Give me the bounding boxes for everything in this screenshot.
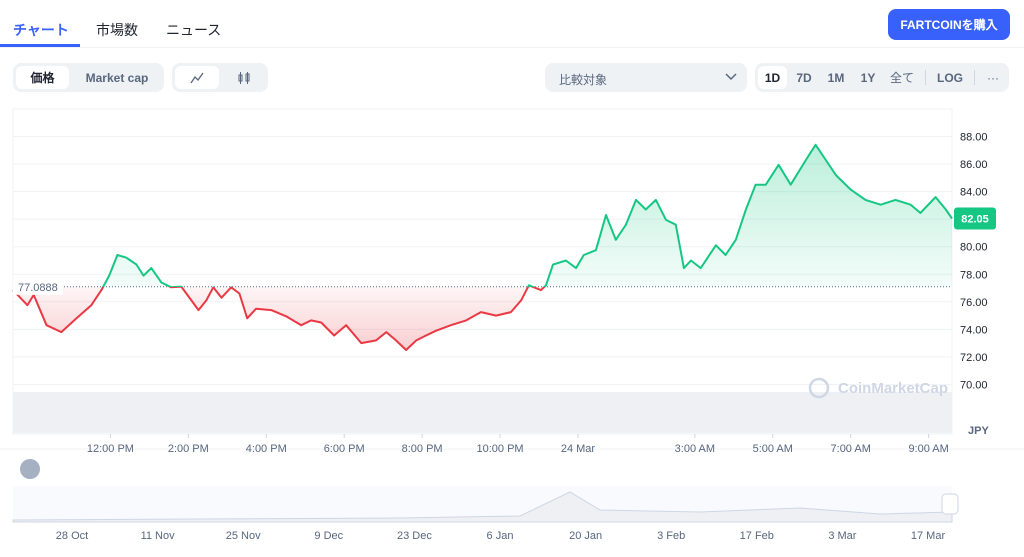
current-price-label: 82.05 bbox=[961, 213, 989, 225]
log-button[interactable]: LOG bbox=[937, 70, 963, 85]
divider bbox=[974, 70, 975, 85]
toggle-group: 価格 Market cap bbox=[13, 63, 164, 92]
tab[interactable]: チャート bbox=[13, 22, 69, 38]
current-price-tag bbox=[954, 207, 996, 230]
navigator-handle[interactable] bbox=[941, 493, 959, 515]
navigator-label: 3 Feb bbox=[657, 530, 685, 542]
x-tick-label: 12:00 PM bbox=[87, 443, 134, 455]
navigator-label: 23 Dec bbox=[397, 530, 432, 542]
y-tick-label: 70.00 bbox=[960, 379, 988, 391]
range-button[interactable]: 7D bbox=[796, 70, 812, 85]
more-button[interactable]: ··· bbox=[987, 70, 999, 85]
watermark: CoinMarketCap bbox=[838, 380, 948, 397]
x-tick-label: 7:00 AM bbox=[831, 443, 871, 455]
watermark-logo bbox=[808, 377, 830, 399]
tab-bar: チャート 市場数 ニュース FARTCOINを購入 bbox=[0, 0, 1024, 48]
y-tick-label: 80.00 bbox=[960, 242, 988, 254]
navigator-label: 25 Nov bbox=[226, 530, 261, 542]
x-tick-label: 9:00 AM bbox=[908, 443, 948, 455]
navigator-label: 11 Nov bbox=[141, 530, 176, 542]
toggle-price[interactable]: 価格 bbox=[16, 66, 69, 89]
line-icon[interactable] bbox=[175, 66, 219, 89]
range-group: 1D 7D 1M 1Y 全て LOG ··· bbox=[755, 63, 1009, 92]
navigator-label: 17 Feb bbox=[740, 530, 774, 542]
buy-button[interactable]: FARTCOINを購入 bbox=[888, 9, 1010, 40]
price-line bbox=[12, 143, 953, 351]
candle-icon[interactable] bbox=[222, 66, 266, 89]
range-button[interactable]: 全て bbox=[889, 71, 914, 85]
compare-select[interactable]: 比較対象 bbox=[545, 63, 747, 92]
range-button[interactable]: 1D bbox=[758, 66, 787, 89]
x-tick-label: 5:00 AM bbox=[753, 443, 793, 455]
range-button[interactable]: 1Y bbox=[860, 70, 876, 85]
icon bbox=[190, 72, 204, 83]
toggle-market-cap[interactable]: Market cap bbox=[85, 70, 149, 85]
navigator-label: 3 Mar bbox=[828, 530, 856, 542]
baseline-label: 77.0888 bbox=[18, 282, 58, 294]
x-tick-label: 2:00 PM bbox=[168, 443, 209, 455]
history-icon[interactable] bbox=[20, 459, 40, 479]
x-tick-label: 3:00 AM bbox=[675, 443, 715, 455]
chart-kind-group bbox=[172, 63, 268, 92]
tab-underline bbox=[0, 44, 80, 47]
x-tick-label: 6:00 PM bbox=[324, 443, 365, 455]
navigator-label: 17 Mar bbox=[911, 530, 946, 542]
x-tick-label: 4:00 PM bbox=[246, 443, 287, 455]
tab[interactable]: ニュース bbox=[166, 22, 222, 38]
tab[interactable]: 市場数 bbox=[96, 22, 138, 38]
navigator-area bbox=[12, 491, 953, 523]
volume-band bbox=[13, 392, 952, 433]
divider bbox=[925, 70, 926, 85]
chevron bbox=[725, 73, 737, 81]
y-tick-label: 72.00 bbox=[960, 352, 988, 364]
navigator-label: 20 Jan bbox=[569, 530, 602, 542]
area-fill bbox=[13, 144, 952, 350]
y-tick-label: 74.00 bbox=[960, 324, 988, 336]
y-tick-label: 76.00 bbox=[960, 297, 988, 309]
y-unit: JPY bbox=[968, 425, 989, 437]
y-tick-label: 88.00 bbox=[960, 132, 988, 144]
navigator-label: 28 Oct bbox=[56, 530, 88, 542]
navigator-label: 6 Jan bbox=[487, 530, 514, 542]
x-tick-label: 10:00 PM bbox=[476, 443, 523, 455]
y-tick-label: 84.00 bbox=[960, 187, 988, 199]
navigator-label: 9 Dec bbox=[314, 530, 343, 542]
range-button[interactable]: 1M bbox=[827, 70, 845, 85]
y-tick-label: 86.00 bbox=[960, 159, 988, 171]
compare-label: 比較対象 bbox=[559, 73, 608, 87]
icon bbox=[238, 71, 250, 84]
y-tick-label: 78.00 bbox=[960, 269, 988, 281]
x-tick-label: 8:00 PM bbox=[402, 443, 443, 455]
x-tick-label: 24 Mar bbox=[561, 443, 596, 455]
baseline-label-bg bbox=[13, 278, 63, 295]
